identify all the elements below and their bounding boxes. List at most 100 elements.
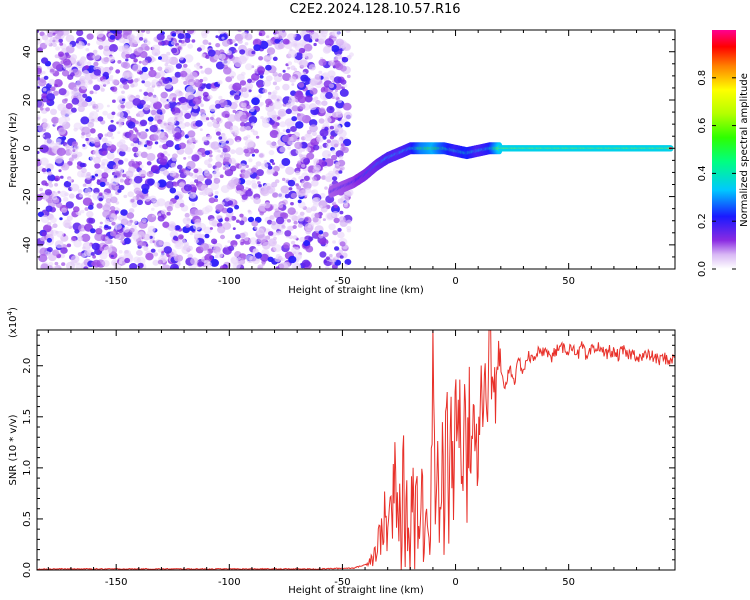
spectrogram-noise-blob: [245, 186, 249, 190]
spectrogram-noise-blob: [138, 131, 148, 140]
spectrogram-noise-blob: [85, 48, 90, 52]
spectrogram-noise-blob: [88, 217, 96, 224]
spectrogram-noise-blob: [122, 62, 131, 69]
spectrogram-noise-blob: [109, 77, 114, 82]
spectrogram-noise-blob: [130, 83, 135, 88]
spectrogram-noise-blob: [343, 201, 349, 206]
spectrogram-noise-blob: [337, 99, 342, 104]
spectrogram-noise-blob: [261, 162, 269, 169]
spectrogram-noise-blob: [142, 37, 148, 42]
spectrogram-noise-blob: [223, 64, 229, 69]
spectrogram-noise-blob: [244, 139, 255, 148]
spectrogram-noise-blob: [55, 46, 61, 51]
x-tick-label: -50: [334, 577, 350, 588]
spectrogram-noise-blob: [118, 184, 125, 191]
spectrogram-noise-blob: [116, 30, 123, 35]
spectrogram-noise-blob: [106, 147, 111, 151]
spectrogram-noise-blob: [330, 262, 335, 266]
spectrogram-noise-blob: [309, 31, 319, 40]
spectrogram-noise-blob: [79, 162, 86, 168]
spectrogram-noise-blob: [148, 121, 153, 125]
spectrogram-noise-blob: [93, 137, 100, 142]
spectrogram-noise-blob: [245, 82, 254, 90]
spectrogram-noise-blob: [334, 89, 338, 93]
spectrogram-noise-blob: [344, 263, 348, 267]
spectrogram-noise-blob: [67, 178, 73, 183]
spectrogram-noise-blob: [153, 239, 163, 248]
spectrogram-noise-blob: [278, 110, 285, 117]
spectrogram-noise-blob: [89, 128, 96, 134]
spectrogram-noise-blob: [275, 231, 281, 236]
spectrogram-noise-blob: [82, 143, 86, 147]
spectrogram-noise-blob: [199, 109, 207, 116]
spectrogram-noise-blob: [161, 209, 167, 215]
spectrogram-noise-blob: [138, 60, 142, 64]
spectrogram-noise-blob: [298, 82, 305, 88]
spectrogram-noise-blob: [96, 109, 100, 113]
spectrogram-noise-blob: [230, 149, 236, 155]
spectrogram-noise-blob: [187, 253, 193, 259]
spectrogram-noise-blob: [254, 252, 262, 259]
spectrogram-noise-blob: [145, 30, 151, 34]
spectrogram-noise-blob: [285, 102, 292, 108]
x-tick-label: -50: [334, 276, 350, 287]
spectrogram-noise-blob: [93, 156, 101, 164]
spectrogram-noise-blob: [134, 120, 139, 125]
spectrogram-noise-blob: [54, 84, 58, 88]
spectrogram-noise-blob: [294, 253, 302, 261]
spectrogram-noise-blob: [337, 231, 345, 239]
spectrogram-noise-blob: [220, 234, 225, 240]
figure-title: C2E2.2024.128.10.57.R16: [289, 2, 461, 17]
spectrogram-noise-blob: [306, 152, 315, 160]
spectrogram-noise-blob: [266, 47, 276, 55]
spectrogram-noise-blob: [106, 131, 114, 138]
spectrogram-noise-blob: [219, 174, 224, 178]
spectrogram-noise-blob: [52, 266, 58, 269]
spectrogram-noise-blob: [166, 205, 173, 212]
spectrogram-noise-blob: [194, 174, 198, 178]
spectrogram-noise-blob: [207, 49, 216, 57]
spectrogram-noise-blob: [232, 227, 236, 231]
spectrogram-noise-blob: [41, 231, 47, 237]
spectrogram-noise-blob: [109, 206, 116, 211]
spectrogram-noise-blob: [121, 98, 126, 102]
spectrogram-noise-blob: [210, 182, 220, 190]
spectrogram-noise-blob: [91, 175, 95, 179]
spectrogram-noise-blob: [274, 179, 280, 184]
spectrogram-noise-blob: [81, 167, 87, 174]
spectrogram-noise-blob: [249, 237, 258, 245]
spectrogram-noise-blob: [235, 147, 245, 156]
spectrogram-noise-blob: [123, 237, 131, 245]
spectrogram-noise-blob: [328, 60, 335, 67]
spectrogram-noise-blob: [194, 139, 199, 143]
spectrogram-noise-blob: [63, 58, 71, 66]
spectrogram-noise-blob: [241, 87, 248, 93]
spectrogram-noise-blob: [204, 188, 212, 195]
spectrogram-noise-blob: [150, 248, 156, 253]
spectrogram-noise-blob: [290, 126, 297, 132]
spectrogram-noise-blob: [37, 30, 40, 33]
spectrogram-noise-blob: [132, 196, 137, 200]
spectrogram-noise-blob: [333, 76, 342, 84]
spectrogram-noise-blob: [161, 76, 165, 81]
spectrogram-noise-blob: [221, 36, 225, 40]
spectrogram-noise-blob: [123, 84, 130, 90]
spectrogram-noise-blob: [187, 245, 193, 251]
spectrogram-noise-blob: [158, 41, 163, 46]
spectrogram-noise-blob: [110, 177, 120, 186]
snr-panel: -150 -100 -50 0 50 0.0 0.5 1.0 1.5 2.0 Height of …: [6, 307, 676, 596]
spectrogram-noise-blob: [152, 200, 160, 208]
spectrogram-noise-blob: [203, 171, 210, 177]
spectrogram-noise-blob: [40, 215, 50, 224]
spectrogram-noise-blob: [65, 144, 70, 149]
spectrogram-noise-blob: [215, 131, 221, 136]
spectrogram-noise-blob: [134, 78, 139, 83]
spectrogram-noise-blob: [195, 90, 203, 97]
spectrogram-noise-blob: [202, 91, 209, 98]
spectrogram-noise-blob: [340, 65, 347, 72]
spectrogram-noise-blob: [70, 183, 80, 192]
spectrogram-noise-blob: [241, 170, 251, 179]
spectrogram-noise-blob: [85, 78, 94, 86]
spectrogram-noise-blob: [103, 246, 113, 254]
spectrogram-noise-blob: [200, 148, 206, 153]
